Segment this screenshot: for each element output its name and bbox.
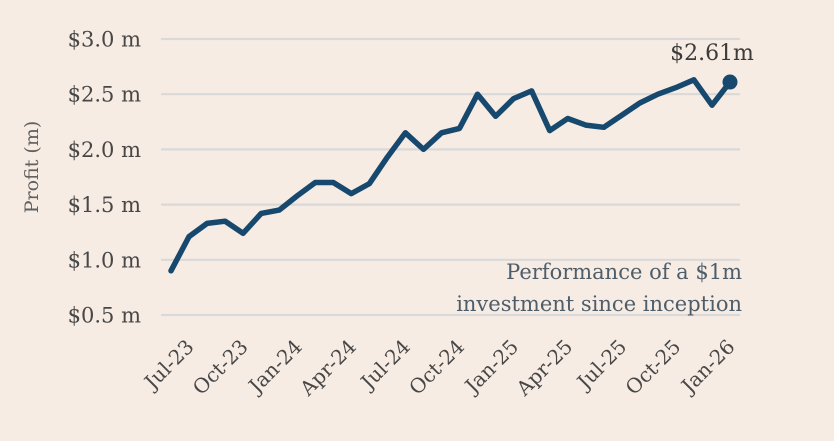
y-tick-label: $0.5 m [68, 304, 141, 328]
chart-note-line-1: Performance of a $1m [506, 260, 742, 284]
y-axis-title: Profit (m) [21, 121, 43, 214]
chart-note: Performance of a $1m investment since in… [456, 256, 742, 320]
y-tick-label: $3.0 m [68, 28, 141, 52]
last-point-marker [722, 74, 738, 90]
last-value-annotation: $2.61m [670, 41, 754, 66]
y-tick-label: $1.0 m [68, 248, 141, 272]
series-line [168, 77, 733, 274]
y-tick-label: $2.5 m [68, 83, 141, 107]
y-tick-label: $1.5 m [68, 193, 141, 217]
chart-note-line-2: investment since inception [456, 292, 742, 316]
y-tick-label: $2.0 m [68, 138, 141, 162]
